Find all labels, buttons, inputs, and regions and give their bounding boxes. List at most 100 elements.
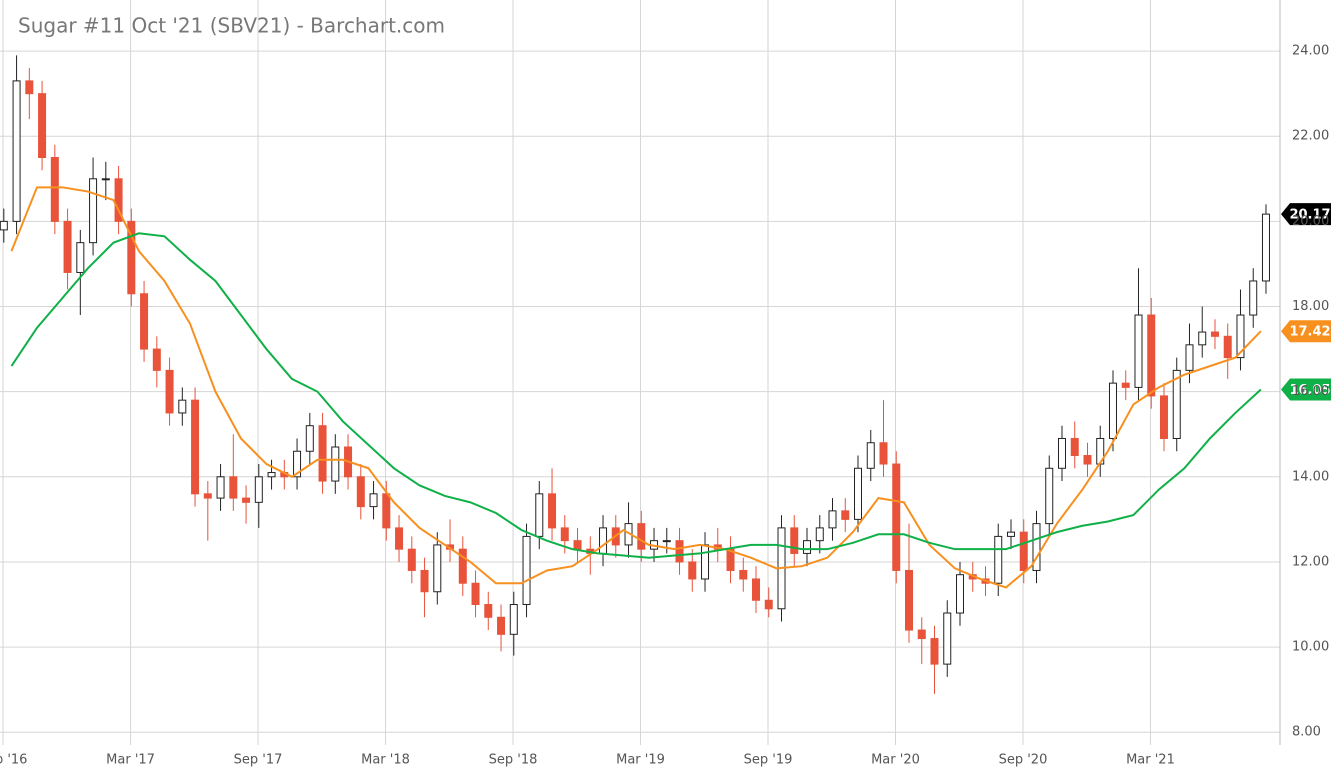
y-tick-label: 22.00 bbox=[1292, 129, 1329, 144]
candle-body bbox=[140, 293, 149, 350]
y-tick-label: 12.00 bbox=[1292, 554, 1329, 569]
candle-body bbox=[318, 425, 327, 482]
moving-average-line bbox=[10, 186, 1262, 589]
y-tick-label: 16.00 bbox=[1292, 384, 1329, 399]
candle-body bbox=[114, 178, 123, 222]
candle-body bbox=[1134, 314, 1143, 388]
x-tick-label: Mar '17 bbox=[106, 753, 155, 768]
candle-body bbox=[841, 510, 850, 520]
candle-body bbox=[1057, 437, 1066, 469]
candle-body bbox=[420, 569, 429, 593]
candle-body bbox=[956, 574, 964, 614]
x-tick-label: Sep '19 bbox=[744, 753, 793, 768]
chart-title: Sugar #11 Oct '21 (SBV21) - Barchart.com bbox=[18, 14, 445, 38]
candle-body bbox=[994, 535, 1003, 584]
candle-body bbox=[242, 497, 251, 503]
candle-body bbox=[305, 425, 314, 452]
y-tick-label: 20.00 bbox=[1292, 214, 1329, 229]
candle-body bbox=[1083, 455, 1092, 465]
candle-body bbox=[433, 544, 442, 593]
x-tick-label: Mar '18 bbox=[361, 753, 410, 768]
x-tick-label: Mar '20 bbox=[871, 753, 920, 768]
price-badge-label: 16.05 bbox=[1289, 383, 1330, 398]
price-badge-label: 20.17 bbox=[1289, 208, 1330, 223]
x-tick-label: Mar '21 bbox=[1126, 753, 1175, 768]
candle-body bbox=[1261, 213, 1270, 282]
price-badge bbox=[1281, 320, 1331, 343]
candle-body bbox=[471, 582, 480, 606]
candle-body bbox=[701, 544, 710, 580]
candle-body bbox=[293, 450, 302, 478]
candle-body bbox=[89, 178, 98, 244]
candle-body bbox=[254, 476, 263, 503]
candle-body bbox=[548, 493, 557, 529]
candle-body bbox=[662, 540, 671, 543]
candle-body bbox=[50, 157, 59, 222]
x-tick-label: Sep '20 bbox=[999, 753, 1048, 768]
candle-body bbox=[1223, 335, 1232, 359]
y-tick-label: 8.00 bbox=[1292, 725, 1321, 740]
candle-body bbox=[675, 540, 684, 563]
candle-body bbox=[25, 80, 34, 95]
candle-body bbox=[1249, 280, 1258, 316]
x-tick-label: Sep '16 bbox=[0, 753, 27, 768]
candle-body bbox=[165, 369, 174, 414]
candle-body bbox=[382, 493, 391, 529]
candle-body bbox=[0, 220, 8, 231]
candle-body bbox=[229, 476, 238, 499]
candle-body bbox=[866, 442, 875, 469]
candle-body bbox=[1121, 382, 1130, 388]
y-tick-label: 10.00 bbox=[1292, 640, 1329, 655]
candle-body bbox=[688, 561, 697, 580]
candle-body bbox=[599, 527, 608, 554]
candle-body bbox=[1159, 395, 1168, 439]
candle-body bbox=[573, 540, 582, 550]
candle-body bbox=[917, 629, 926, 640]
candle-body bbox=[1147, 314, 1156, 397]
candle-body bbox=[1198, 331, 1207, 346]
grid bbox=[0, 0, 1280, 745]
candle-body bbox=[752, 578, 761, 601]
candle-body bbox=[127, 220, 136, 295]
candle-body bbox=[803, 540, 812, 554]
candle-body bbox=[63, 220, 72, 273]
y-tick-label: 14.00 bbox=[1292, 469, 1329, 484]
candle-body bbox=[1006, 531, 1015, 537]
candle-body bbox=[854, 467, 863, 520]
candle-body bbox=[395, 527, 404, 550]
candle-body bbox=[739, 569, 748, 580]
candle-body bbox=[101, 178, 110, 181]
candle-body bbox=[828, 510, 837, 529]
candle-body bbox=[905, 569, 914, 631]
candle-body bbox=[637, 523, 646, 550]
candle-body bbox=[764, 599, 773, 610]
price-badge bbox=[1281, 378, 1331, 401]
candle-body bbox=[892, 463, 901, 571]
y-tick-label: 18.00 bbox=[1292, 299, 1329, 314]
candle-body bbox=[1070, 437, 1079, 457]
candle-body bbox=[535, 493, 544, 537]
candle-body bbox=[331, 446, 340, 482]
candle-body bbox=[458, 548, 467, 584]
y-tick-label: 24.00 bbox=[1292, 44, 1329, 59]
candle-body bbox=[930, 638, 939, 665]
candle-body bbox=[369, 493, 378, 508]
candle-body bbox=[1185, 344, 1194, 371]
candle-body bbox=[484, 604, 493, 618]
candle-body bbox=[1019, 531, 1028, 571]
candle-body bbox=[1210, 331, 1219, 337]
candle-body bbox=[216, 476, 225, 499]
candle-body bbox=[12, 80, 21, 222]
candle-body bbox=[1236, 314, 1245, 359]
moving-average-line bbox=[10, 232, 1262, 559]
candle-body bbox=[1108, 382, 1117, 439]
x-tick-label: Sep '18 bbox=[489, 753, 538, 768]
candle-body bbox=[356, 476, 365, 508]
price-badge bbox=[1281, 203, 1331, 226]
candle-body bbox=[76, 242, 85, 273]
candle-body bbox=[267, 472, 276, 478]
candle-body bbox=[522, 535, 531, 606]
candle-body bbox=[497, 616, 506, 635]
x-tick-label: Mar '19 bbox=[616, 753, 665, 768]
